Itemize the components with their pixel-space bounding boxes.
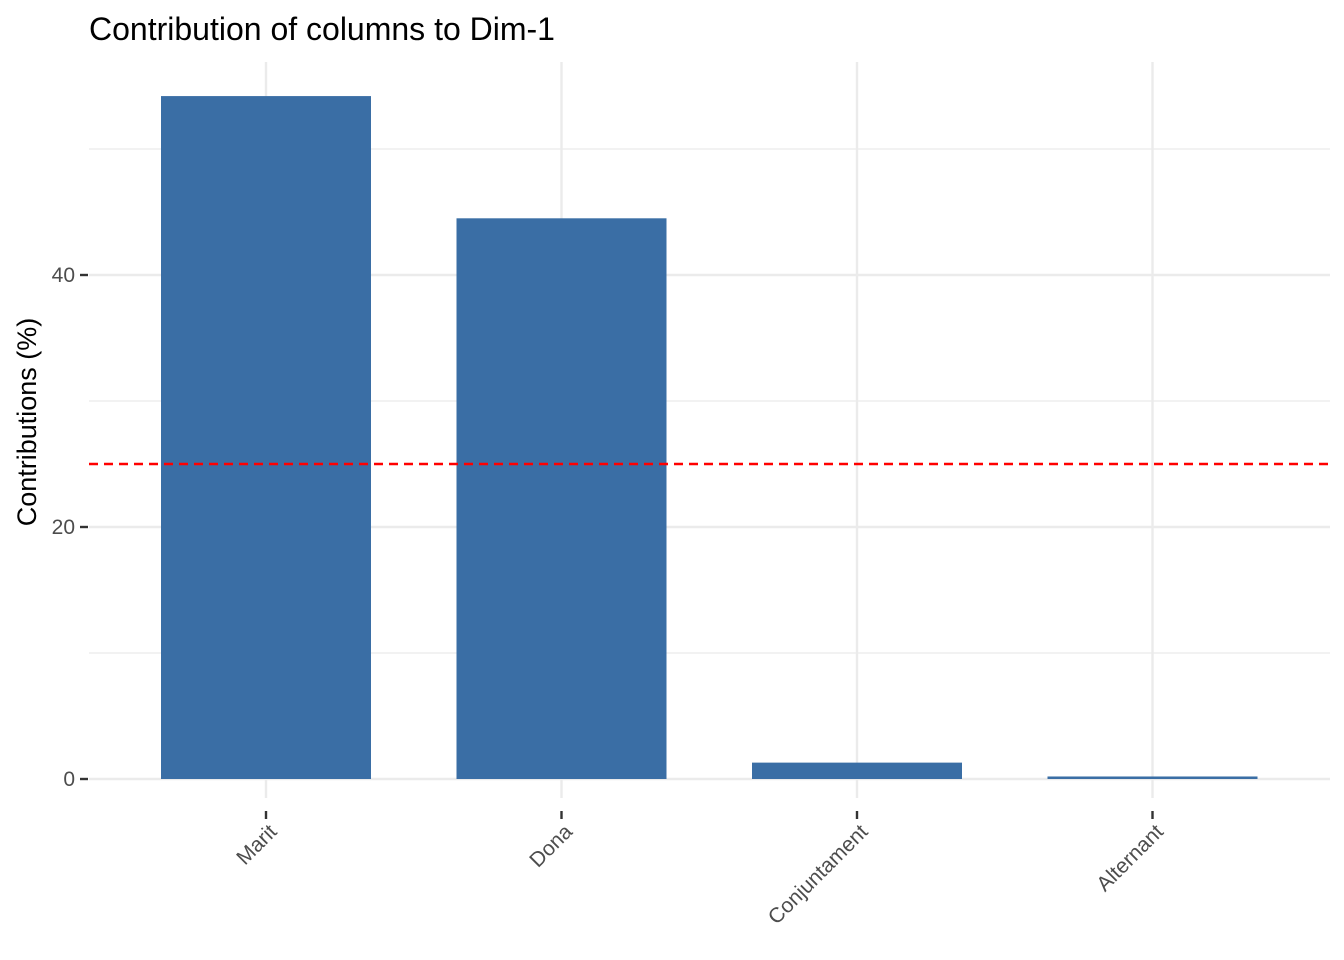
y-tick-label: 20 [52,516,75,539]
chart-title: Contribution of columns to Dim-1 [89,11,555,47]
y-tick-label: 40 [52,264,75,287]
bar-alternant [1047,776,1258,779]
x-tick-label-alternant: Alternant [1092,820,1168,896]
x-tick-label-marit: Marit [232,820,281,869]
y-tick-label: 0 [63,768,75,791]
y-axis-title: Contributions (%) [12,318,42,527]
bars [161,96,1258,780]
x-tick-label-conjuntament: Conjuntament [764,820,873,929]
bar-conjuntament [752,762,962,779]
x-tick-label-dona: Dona [525,820,577,872]
bar-dona [456,218,667,780]
bar-marit [161,96,371,779]
